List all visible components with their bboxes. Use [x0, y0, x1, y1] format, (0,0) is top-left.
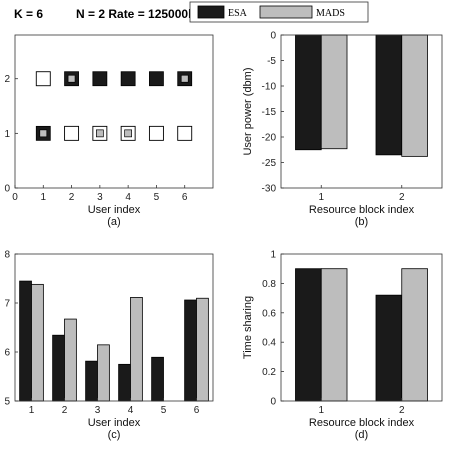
caption-b: (b): [355, 216, 368, 228]
y-tick-label-b: -15: [262, 107, 277, 118]
empty-square: [35, 71, 51, 87]
y-tick-label-c: 6: [4, 348, 10, 359]
y-tick-label-d: 0.8: [262, 279, 276, 290]
esa-bar-b: [375, 34, 403, 156]
y-axis-label-d: Time sharing: [242, 296, 254, 359]
esa-square: [120, 71, 136, 87]
mads-bar-c: [130, 297, 143, 402]
panel-a-assignment: 0 1 2 3 4 5 6 0 1 2 User index(a): [4, 34, 214, 228]
caption-c: (c): [108, 429, 121, 441]
x-tick-label-a: 3: [97, 192, 103, 203]
y-tick-label-c: 5: [4, 397, 10, 408]
esa-bar-c: [151, 356, 164, 402]
legend-label-esa: ESA: [228, 8, 248, 19]
esa-bar-c: [184, 299, 197, 402]
esa-square: [92, 71, 108, 87]
mads-square: [180, 74, 189, 83]
y-tick-label-c: 8: [4, 250, 10, 261]
esa-bar-d: [295, 268, 322, 402]
mads-square: [96, 129, 104, 138]
x-tick-label-b: 1: [318, 192, 324, 203]
caption-d: (d): [355, 429, 368, 441]
plot-frame-d: [280, 253, 443, 402]
esa-bar-b: [295, 34, 322, 151]
x-tick-label-a: 0: [12, 192, 18, 203]
mads-bar-c: [97, 344, 110, 402]
y-tick-label-b: -25: [262, 158, 277, 169]
plot-frame-a: [14, 34, 214, 189]
mads-bar-d: [320, 268, 348, 402]
esa-bar-c: [19, 280, 32, 402]
mads-square: [39, 129, 48, 138]
y-tick-label-d: 0.2: [262, 367, 276, 378]
caption-a: (a): [107, 216, 120, 228]
legend-label-mads: MADS: [316, 8, 345, 19]
mads-bar-c: [64, 318, 77, 402]
x-tick-label-c: 5: [161, 405, 167, 416]
mads-bar-c: [196, 297, 209, 402]
esa-square: [149, 71, 164, 87]
y-tick-label-c: 7: [4, 299, 10, 310]
empty-square: [148, 125, 164, 141]
x-tick-label-a: 1: [41, 192, 47, 203]
y-tick-label-d: 0: [270, 397, 276, 408]
plot-frame-b: [280, 34, 443, 189]
header-n-text: N = 2 Rate = 125000bps: [76, 7, 210, 21]
y-tick-label-b: -30: [262, 184, 277, 195]
x-axis-label-d: Resource block index: [309, 417, 415, 429]
mads-bar-b: [401, 34, 428, 157]
y-tick-label-b: -10: [262, 82, 277, 93]
x-tick-label-c: 1: [29, 405, 35, 416]
x-tick-label-c: 3: [95, 405, 101, 416]
x-tick-label-b: 2: [399, 192, 405, 203]
y-tick-label-a: 0: [4, 184, 10, 195]
x-tick-label-d: 2: [399, 405, 405, 416]
y-axis-label-b: User power (dbm): [242, 67, 254, 155]
y-tick-label-b: -20: [262, 133, 277, 144]
x-axis-label-b: Resource block index: [309, 204, 415, 216]
mads-square: [124, 129, 132, 138]
y-tick-label-d: 0.4: [262, 338, 276, 349]
empty-square: [177, 125, 193, 141]
y-tick-label-b: -5: [267, 56, 276, 67]
x-axis-label-c: User index: [88, 417, 141, 429]
y-tick-label-a: 1: [4, 129, 10, 140]
x-tick-label-c: 2: [62, 405, 68, 416]
plot-frame-c: [14, 253, 214, 402]
panel-c-rate: 8 7 6 5 1 2 3 4 5 6 User index(c): [4, 250, 214, 441]
esa-bar-c: [118, 363, 131, 402]
legend-swatch-mads: [259, 5, 313, 19]
y-tick-label-b: 0: [270, 31, 276, 42]
x-tick-label-a: 2: [69, 192, 75, 203]
x-tick-label-c: 6: [194, 405, 200, 416]
esa-bar-d: [375, 294, 403, 402]
legend-swatch-esa: [197, 5, 225, 19]
x-tick-label-c: 4: [128, 405, 134, 416]
x-tick-label-a: 4: [125, 192, 131, 203]
esa-bar-c: [52, 334, 65, 402]
y-tick-label-a: 2: [4, 74, 10, 85]
x-tick-label-a: 6: [182, 192, 188, 203]
mads-square: [67, 74, 76, 83]
mads-bar-b: [320, 34, 348, 150]
y-tick-label-d: 1: [270, 250, 276, 261]
header-k-text: K = 6: [14, 7, 43, 21]
x-tick-label-d: 1: [318, 405, 324, 416]
mads-bar-d: [401, 268, 428, 402]
empty-square: [64, 125, 80, 141]
legend: ESA MADS: [189, 1, 369, 23]
mads-bar-c: [31, 283, 44, 402]
y-tick-label-d: 0.6: [262, 308, 276, 319]
esa-bar-c: [85, 360, 98, 402]
x-tick-label-a: 5: [154, 192, 160, 203]
x-axis-label-a: User index: [88, 204, 141, 216]
